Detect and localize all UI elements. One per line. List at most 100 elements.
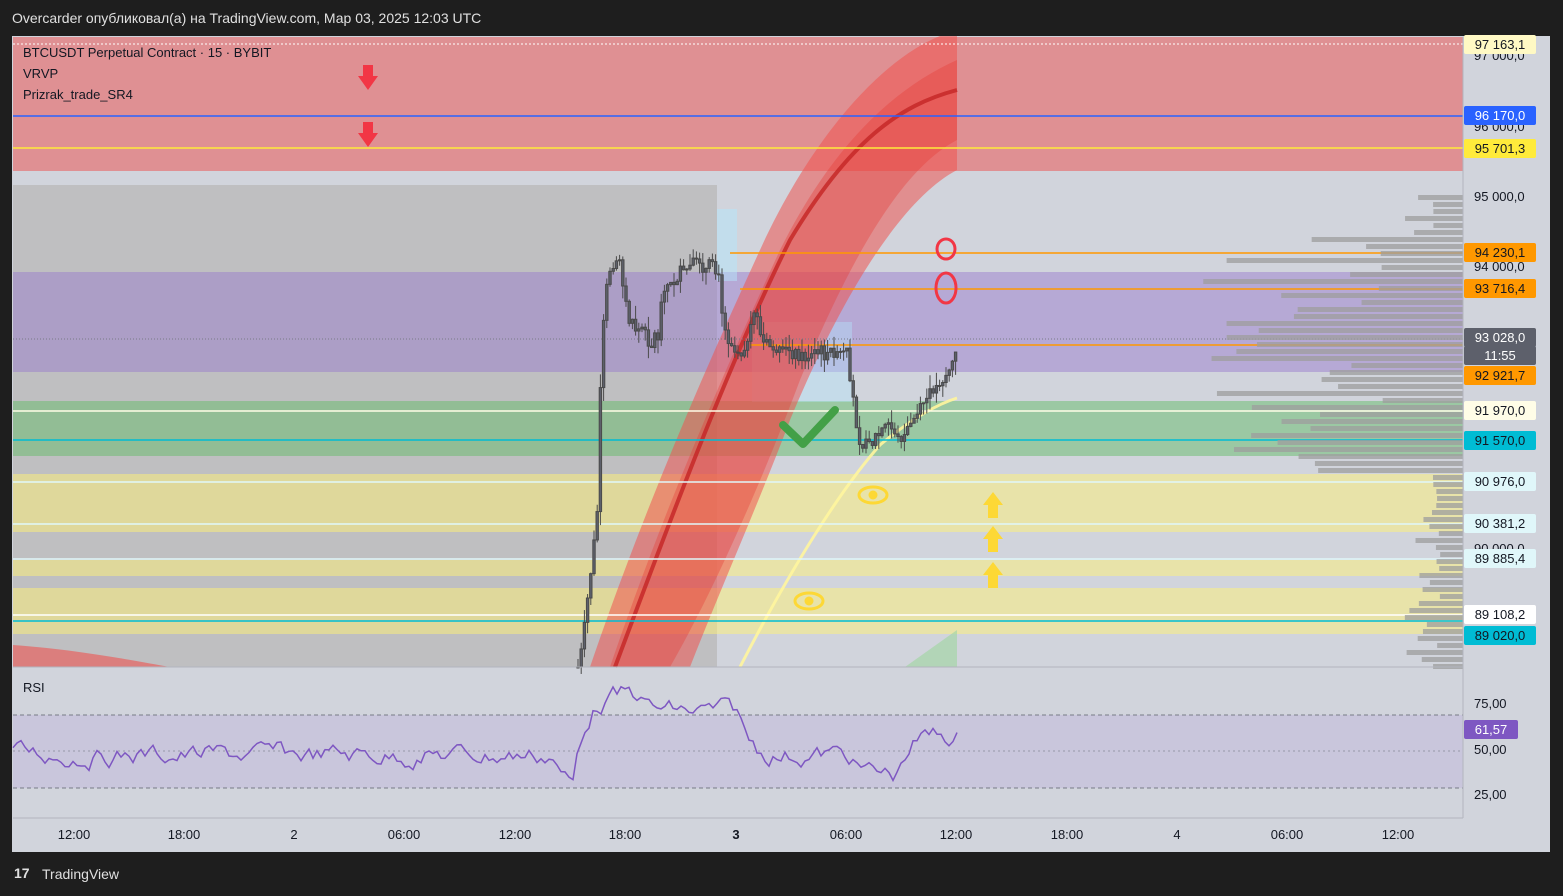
volume-bar — [1429, 524, 1463, 529]
time-tick: 4 — [1173, 827, 1181, 842]
candle-body — [937, 384, 942, 387]
volume-bar — [1251, 433, 1463, 438]
candle-body — [592, 539, 596, 575]
volume-bar — [1435, 545, 1463, 550]
candle-body — [637, 328, 641, 332]
candle-body — [851, 380, 855, 398]
candle-body — [832, 347, 836, 358]
volume-bar — [1366, 244, 1463, 249]
volume-bar — [1298, 454, 1463, 459]
candle-body — [857, 427, 862, 445]
candle-body — [611, 268, 615, 272]
volume-bar — [1414, 230, 1463, 235]
candle-body — [797, 348, 801, 362]
candle-body — [656, 332, 660, 341]
candle-body — [774, 349, 779, 353]
legend-prizrak[interactable]: Prizrak_trade_SR4 — [23, 87, 133, 102]
candle-body — [678, 265, 683, 282]
volume-bar — [1277, 440, 1463, 445]
candle-body — [627, 300, 631, 324]
current-price-label: 93 028,0 — [1464, 328, 1536, 347]
volume-bar — [1436, 559, 1463, 564]
candle-body — [809, 353, 814, 359]
volume-bar — [1226, 335, 1463, 340]
candle-body — [621, 259, 625, 287]
yellow-zone-3 — [13, 588, 1463, 634]
volume-bar — [1338, 384, 1463, 389]
candle-body — [883, 423, 887, 429]
candle-body — [950, 360, 955, 371]
volume-bar — [1216, 391, 1463, 396]
candle-body — [921, 402, 926, 405]
volume-bar — [1422, 587, 1463, 592]
price-tick: 94 000,0 — [1474, 259, 1525, 274]
candle-body — [800, 351, 804, 362]
candle-body — [835, 351, 839, 358]
price-tick: 95 000,0 — [1474, 189, 1525, 204]
candle-body — [614, 260, 619, 270]
volume-bar — [1310, 426, 1463, 431]
price-label: 91 570,0 — [1464, 431, 1536, 450]
candle-body — [640, 326, 644, 330]
candle-body — [598, 387, 603, 513]
price-label: 96 170,0 — [1464, 106, 1536, 125]
candle-body — [931, 388, 935, 394]
volume-bar — [1378, 286, 1463, 291]
rsi-label[interactable]: RSI — [23, 680, 45, 695]
volume-bar — [1404, 615, 1463, 620]
time-tick: 12:00 — [57, 827, 91, 842]
tradingview-logo-icon[interactable]: 17 — [14, 865, 30, 881]
price-label: 95 701,3 — [1464, 139, 1536, 158]
candle-body — [777, 346, 782, 353]
rsi-line — [12, 685, 958, 783]
time-tick: 18:00 — [608, 827, 642, 842]
volume-bar — [1281, 419, 1463, 424]
volume-bar — [1422, 629, 1463, 634]
price-label: 90 381,2 — [1464, 514, 1536, 533]
candle-body — [861, 443, 865, 449]
volume-bar — [1432, 475, 1463, 480]
candle-body — [819, 345, 823, 355]
volume-bar — [1406, 650, 1463, 655]
candle-body — [761, 334, 766, 343]
volume-bar — [1297, 307, 1463, 312]
volume-bar — [1256, 342, 1463, 347]
legend-symbol[interactable]: BTCUSDT Perpetual Contract · 15 · BYBIT — [23, 45, 272, 60]
candle-body — [877, 432, 881, 437]
yellow-zone-2 — [13, 560, 1463, 576]
rsi-tick: 25,00 — [1474, 787, 1507, 802]
volume-bar — [1418, 601, 1463, 606]
price-label: 93 716,4 — [1464, 279, 1536, 298]
candle-body — [736, 351, 740, 354]
volume-bar — [1437, 496, 1463, 501]
arrow-up-icon — [983, 492, 1003, 588]
candle-body — [726, 329, 731, 345]
volume-bar — [1436, 503, 1463, 508]
candle-body — [755, 312, 759, 318]
volume-bar — [1433, 209, 1463, 214]
candle-body — [896, 433, 900, 438]
time-tick: 06:00 — [1270, 827, 1304, 842]
legend-vrvp[interactable]: VRVP — [23, 66, 59, 81]
candle-body — [886, 422, 891, 425]
candle-body — [646, 329, 651, 347]
candle-body — [947, 369, 951, 376]
candle-body — [918, 403, 923, 415]
volume-profile — [1203, 195, 1463, 669]
candle-body — [880, 427, 884, 437]
volume-bar — [1436, 489, 1463, 494]
volume-bar — [1211, 356, 1463, 361]
price-label: 89 885,4 — [1464, 549, 1536, 568]
candle-body — [733, 345, 737, 353]
candle-body — [889, 422, 894, 430]
candle-body — [784, 346, 788, 350]
candle-body — [739, 352, 743, 357]
candle-body — [758, 316, 763, 336]
tradingview-brand[interactable]: TradingView — [42, 866, 120, 882]
candles — [576, 249, 958, 674]
time-tick: 3 — [732, 827, 740, 842]
check-icon — [779, 406, 839, 448]
volume-bar — [1426, 622, 1463, 627]
candle-body — [659, 301, 663, 341]
